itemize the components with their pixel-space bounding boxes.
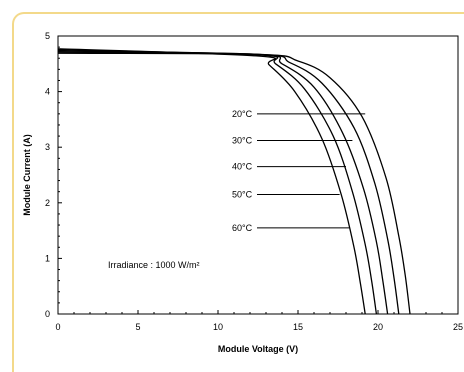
series-label: 30°C	[232, 136, 253, 146]
plot-area	[57, 35, 459, 315]
series-label: 60°C	[232, 223, 253, 233]
x-tick-label: 25	[453, 322, 463, 332]
series-label: 20°C	[232, 109, 253, 119]
x-tick-label: 15	[293, 322, 303, 332]
x-tick-label: 0	[55, 322, 60, 332]
y-tick-label: 5	[45, 31, 50, 41]
series-label: 50°C	[232, 189, 253, 199]
series-line	[57, 51, 400, 315]
series-line	[57, 49, 378, 315]
x-tick-label: 10	[213, 322, 223, 332]
x-axis-label: Module Voltage (V)	[218, 344, 298, 354]
y-tick-label: 3	[45, 142, 50, 152]
y-tick-label: 1	[45, 253, 50, 263]
y-tick-label: 0	[45, 309, 50, 319]
x-tick-label: 20	[373, 322, 383, 332]
series-labels: 20°C 30°C 40°C 50°C 60°C	[232, 109, 366, 233]
series-line	[57, 52, 411, 315]
curves	[57, 48, 411, 315]
y-tick-label: 2	[45, 198, 50, 208]
y-tick-label: 4	[45, 87, 50, 97]
series-label: 40°C	[232, 162, 253, 172]
chart-frame	[12, 12, 464, 372]
y-axis-label: Module Current (A)	[22, 134, 32, 216]
irradiance-annotation: Irradiance : 1000 W/m²	[108, 260, 200, 270]
x-tick-label: 5	[135, 322, 140, 332]
axes: 0 1 2 3 4 5 0 5 10 15 20 25	[45, 31, 463, 332]
series-line	[57, 48, 366, 315]
